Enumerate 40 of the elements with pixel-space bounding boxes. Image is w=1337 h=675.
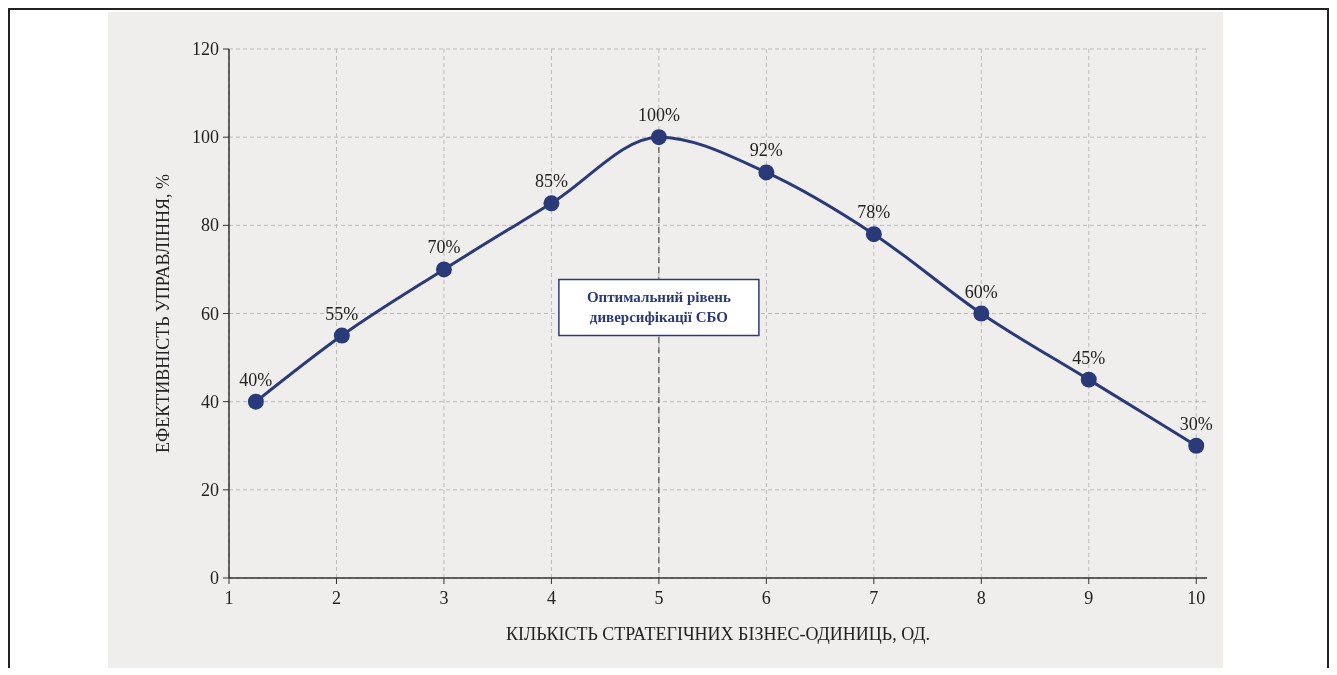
x-tick-label: 9 [1084,588,1094,608]
x-axis-title: КІЛЬКІСТЬ СТРАТЕГІЧНИХ БІЗНЕС-ОДИНИЦЬ, ОД. [505,624,931,644]
x-tick-label: 7 [869,588,879,608]
data-label: 70% [427,237,461,258]
point [333,327,350,344]
y-tick-label: 40 [201,391,219,412]
point [1080,371,1097,388]
point [1188,437,1205,454]
data-label: 60% [964,281,998,302]
point [435,261,452,278]
data-label: 78% [857,202,891,223]
x-tick-label: 4 [546,588,556,608]
point [247,393,264,410]
x-tick-label: 8 [976,588,986,608]
y-tick-label: 20 [201,479,219,500]
y-axis-title: ЕФЕКТИВНІСТЬ УПРАВЛІННЯ, % [153,173,173,454]
x-tick-label: 6 [761,588,771,608]
x-tick-label: 10 [1187,588,1206,608]
data-label: 45% [1072,347,1106,368]
y-tick-label: 80 [201,215,219,236]
y-tick-label: 120 [192,39,219,59]
data-label: 100% [637,105,680,126]
y-tick-label: 0 [210,568,219,588]
x-tick-label: 5 [654,588,664,608]
data-label: 92% [749,140,783,161]
data-label: 30% [1179,413,1213,434]
ref-line-label: Оптимальний рівень диверсифікації СБО [586,288,731,325]
point [865,226,882,243]
data-label: 85% [534,171,568,192]
x-tick-label: 1 [224,588,234,608]
y-tick-label: 100 [192,127,219,148]
y-tick-label: 60 [201,303,219,324]
point [758,164,775,181]
point [973,305,990,322]
data-label: 55% [325,303,359,324]
point [650,129,667,146]
x-tick-label: 2 [331,588,341,608]
x-tick-label: 3 [439,588,449,608]
data-label: 40% [239,369,273,390]
point [543,195,560,212]
